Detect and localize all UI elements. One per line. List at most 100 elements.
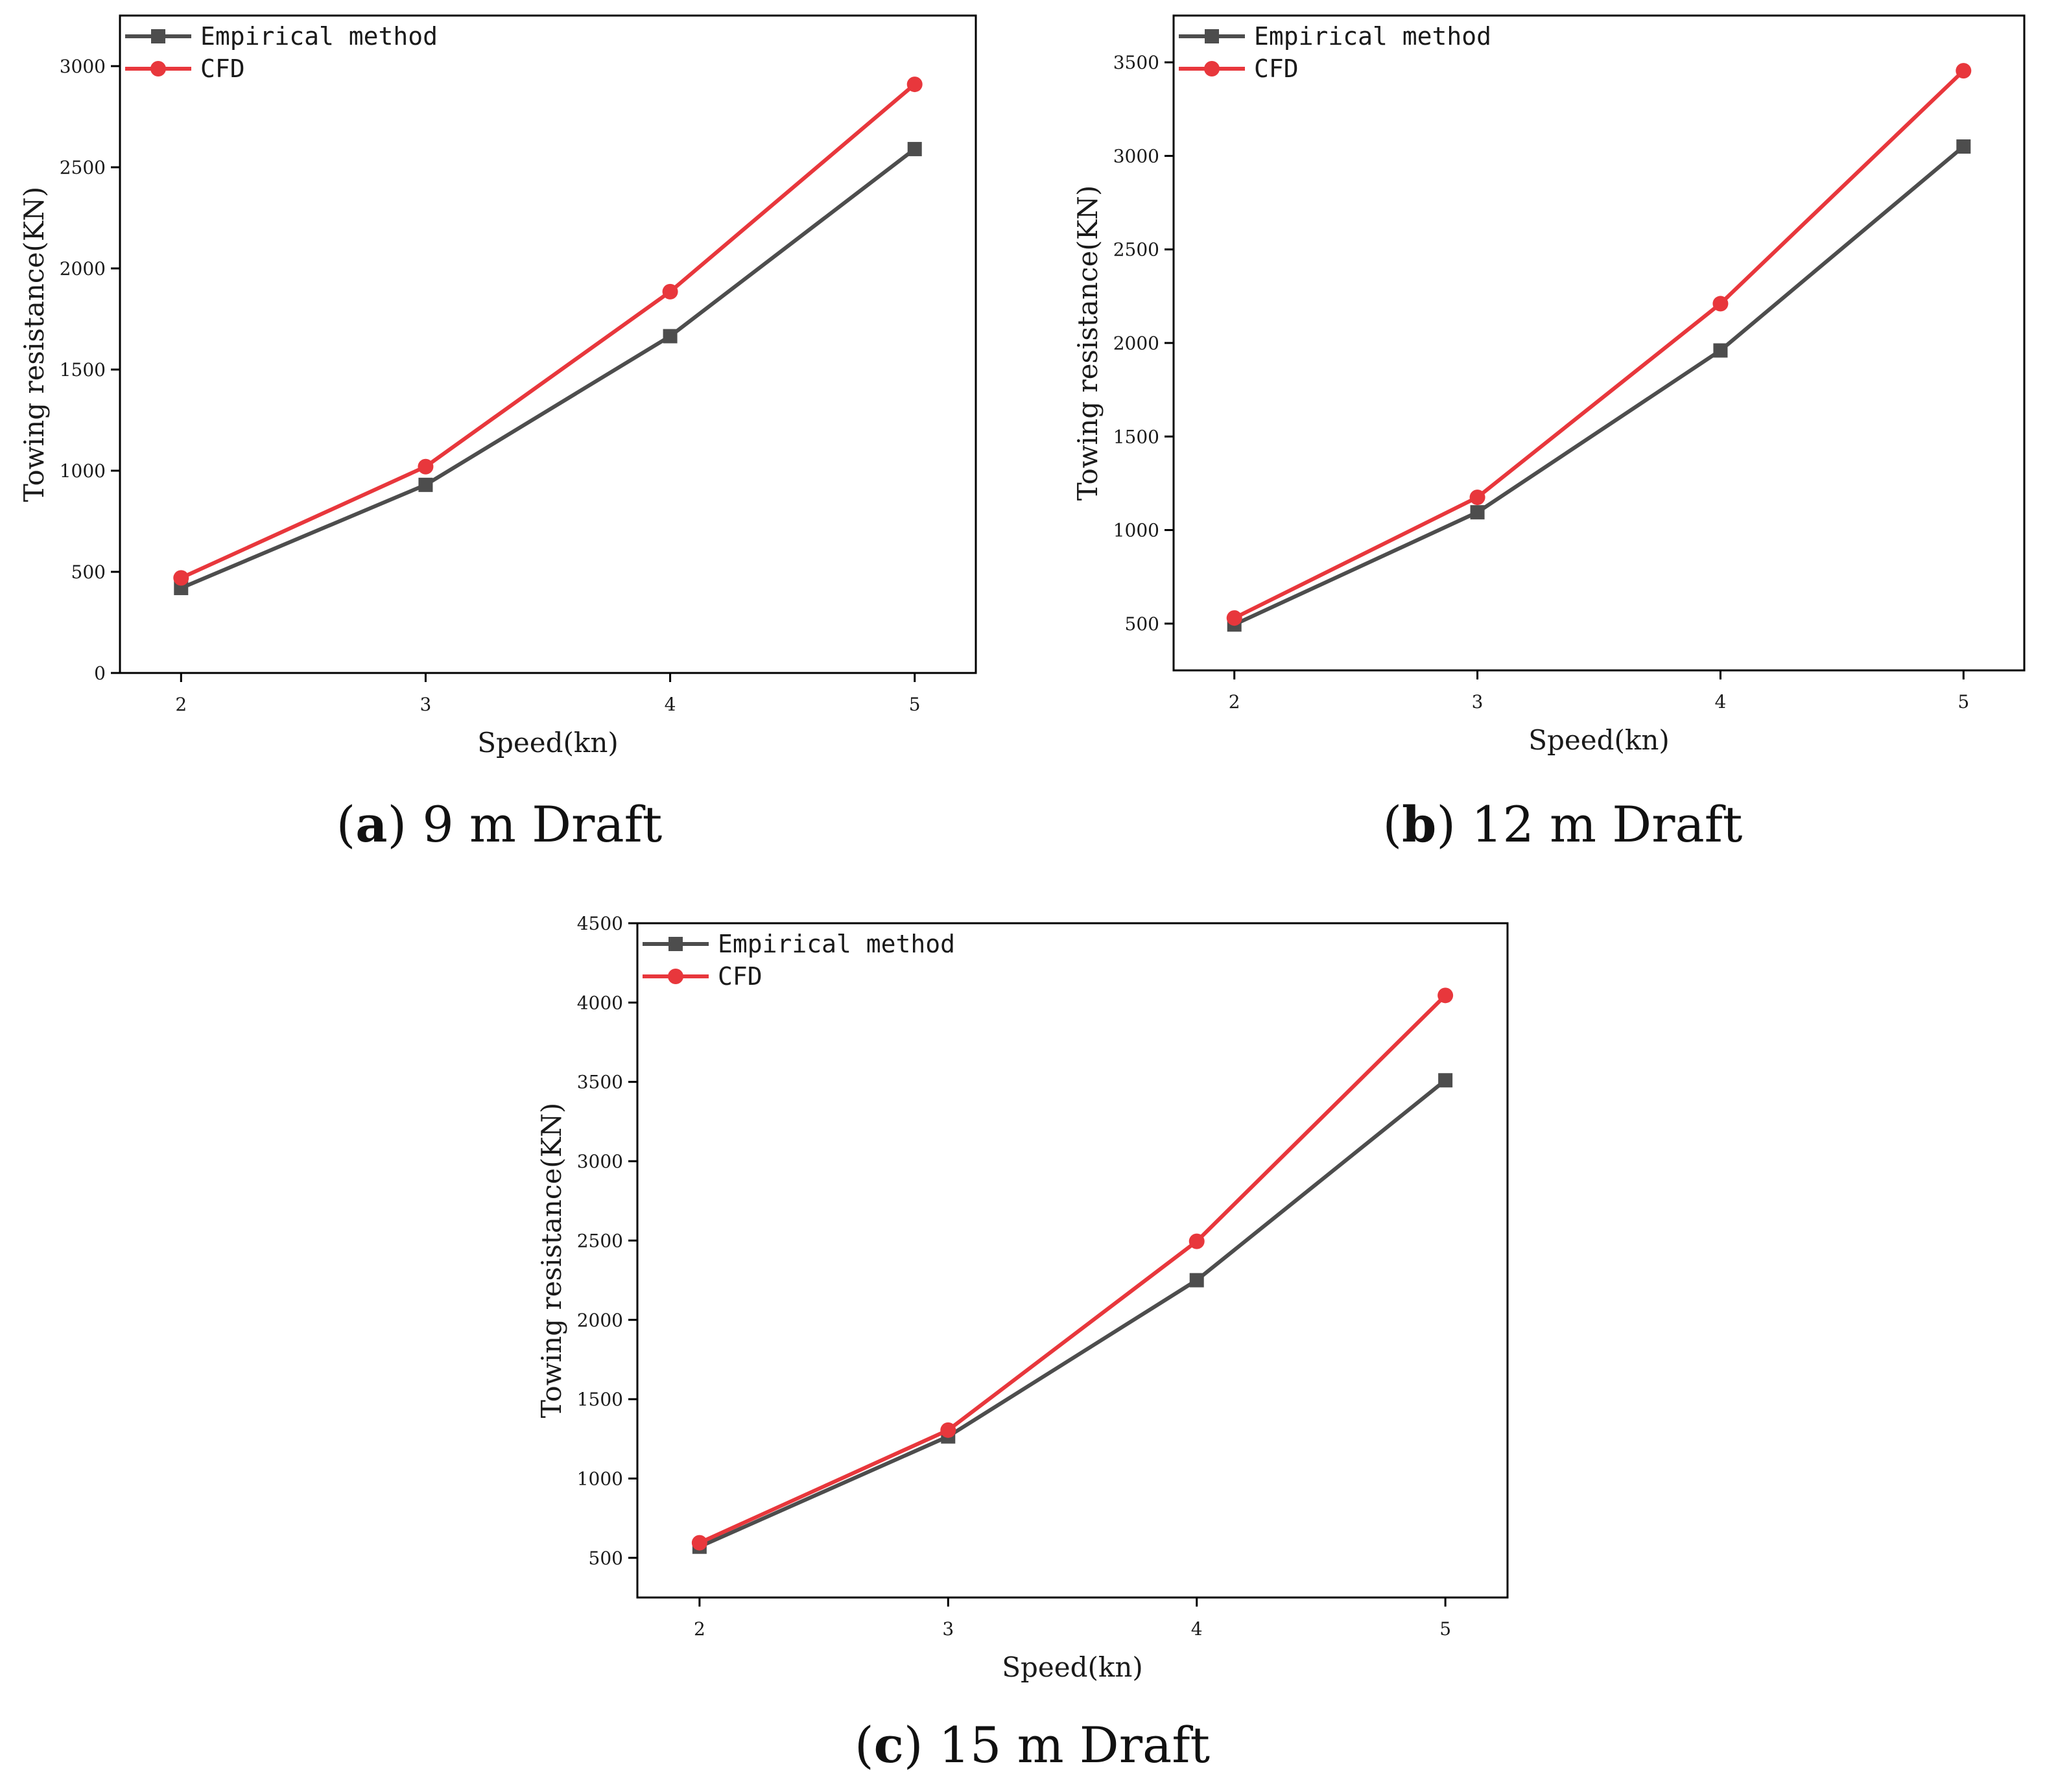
- caption-paren-open: (: [1383, 796, 1402, 853]
- plot-frame: [1172, 14, 2026, 672]
- legend-marker-square-icon: [668, 937, 683, 951]
- data-point-cfd: [1189, 1233, 1205, 1249]
- panel-caption: (a) 9 m Draft: [337, 796, 663, 853]
- x-axis-title: Speed(kn): [1002, 1651, 1143, 1683]
- data-point-cfd: [1469, 489, 1485, 506]
- plot-frame: [119, 14, 977, 674]
- data-point-empirical: [1956, 139, 1971, 154]
- chart-panel-c: 2 3 4 5 500 1000 1500 2000 2500 3000 3500 4000 4500 S…: [536, 913, 1509, 1774]
- legend-label: Empirical method: [200, 22, 438, 51]
- x-tick-label: 4: [1715, 691, 1727, 713]
- legend-label: CFD: [718, 962, 763, 991]
- series-line-cfd: [1233, 69, 1965, 620]
- x-tick-label: 5: [909, 694, 921, 715]
- panel-caption: (c) 15 m Draft: [855, 1716, 1210, 1774]
- legend-marker-circle-icon: [150, 61, 166, 77]
- chart-panel-b: 2 3 4 5 500 1000 1500 2000 2500 3000 3500 Speed(kn)…: [1072, 14, 2026, 853]
- data-point-empirical: [1713, 343, 1728, 358]
- series-line-empirical: [698, 1078, 1447, 1549]
- y-tick-label: 3500: [577, 1072, 623, 1093]
- y-tick-label: 1500: [60, 359, 106, 381]
- legend-label: Empirical method: [718, 930, 955, 958]
- x-axis-title: Speed(kn): [477, 727, 619, 759]
- y-tick-label: 2500: [1113, 239, 1159, 261]
- y-tick-label: 3000: [60, 56, 106, 77]
- x-tick-label: 4: [1191, 1618, 1203, 1640]
- chart-panel-a: 2 3 4 5 0 500 1000 1500 2000 2500 3000 Speed(kn) Tow…: [18, 14, 977, 853]
- series-line-empirical: [180, 147, 916, 590]
- y-tick-label: 3500: [1113, 52, 1159, 73]
- y-tick-label: 2500: [60, 157, 106, 178]
- y-tick-label: 2500: [577, 1230, 623, 1251]
- caption-label: c: [874, 1716, 904, 1774]
- y-tick-label: 1000: [60, 460, 106, 482]
- plot-frame: [636, 922, 1509, 1599]
- x-tick-label: 3: [942, 1618, 954, 1640]
- caption-label: a: [355, 796, 387, 853]
- legend-label: Empirical method: [1254, 22, 1491, 51]
- data-point-cfd: [1226, 610, 1242, 626]
- y-tick-label: 2000: [1113, 333, 1159, 354]
- series-line-cfd: [698, 994, 1447, 1545]
- legend-label: CFD: [200, 54, 245, 83]
- data-point-empirical: [1470, 505, 1485, 520]
- data-point-empirical: [1189, 1273, 1204, 1288]
- caption-label: b: [1402, 796, 1436, 853]
- y-tick-label: 2000: [60, 258, 106, 279]
- y-tick-label: 4000: [577, 992, 623, 1013]
- data-point-cfd: [1437, 987, 1454, 1004]
- series-line-empirical: [1233, 145, 1965, 627]
- x-tick-label: 4: [665, 694, 676, 715]
- x-tick-label: 3: [420, 694, 432, 715]
- data-point-cfd: [418, 458, 434, 475]
- y-tick-label: 1500: [1113, 426, 1159, 447]
- data-point-cfd: [173, 570, 189, 586]
- x-tick-label: 5: [1957, 691, 1969, 713]
- data-point-empirical: [663, 329, 678, 344]
- panel-caption: (b) 12 m Draft: [1383, 796, 1743, 853]
- data-point-cfd: [691, 1535, 707, 1551]
- data-point-empirical: [907, 141, 922, 156]
- legend-label: CFD: [1254, 54, 1299, 83]
- data-point-cfd: [662, 283, 678, 300]
- caption-paren-close: ): [904, 1716, 923, 1774]
- y-axis-title: Towing resistance(KN): [536, 1103, 567, 1418]
- x-tick-label: 2: [1229, 691, 1240, 713]
- legend-marker-square-icon: [151, 29, 165, 43]
- y-tick-label: 3000: [577, 1151, 623, 1172]
- y-tick-label: 3000: [1113, 145, 1159, 167]
- caption-paren-close: ): [388, 796, 407, 853]
- caption-text: 15 m Draft: [923, 1716, 1211, 1774]
- caption-paren-close: ): [1436, 796, 1456, 853]
- x-axis-title: Speed(kn): [1528, 724, 1670, 756]
- caption-paren-open: (: [337, 796, 356, 853]
- caption-paren-open: (: [855, 1716, 874, 1774]
- x-tick-label: 2: [175, 694, 187, 715]
- y-tick-label: 500: [589, 1548, 623, 1569]
- y-tick-label: 2000: [577, 1310, 623, 1331]
- x-tick-label: 2: [694, 1618, 705, 1640]
- data-point-cfd: [1712, 296, 1729, 312]
- series-line-cfd: [180, 82, 916, 580]
- y-axis-title: Towing resistance(KN): [18, 187, 50, 502]
- y-tick-label: 500: [1125, 613, 1159, 635]
- x-tick-label: 3: [1472, 691, 1484, 713]
- caption-text: 12 m Draft: [1456, 796, 1743, 853]
- x-tick-label: 5: [1439, 1618, 1451, 1640]
- y-tick-label: 1000: [577, 1468, 623, 1489]
- caption-text: 9 m Draft: [407, 796, 662, 853]
- legend-marker-circle-icon: [1204, 61, 1220, 77]
- y-tick-label: 0: [94, 663, 106, 684]
- y-tick-label: 500: [71, 561, 106, 583]
- y-tick-label: 1500: [577, 1389, 623, 1410]
- y-tick-label: 4500: [577, 913, 623, 934]
- y-axis-title: Towing resistance(KN): [1072, 185, 1104, 501]
- y-tick-label: 1000: [1113, 520, 1159, 541]
- data-point-cfd: [1956, 63, 1972, 79]
- data-point-cfd: [906, 77, 923, 93]
- data-point-cfd: [940, 1422, 956, 1438]
- data-point-empirical: [1438, 1073, 1453, 1088]
- legend-marker-circle-icon: [668, 969, 683, 984]
- legend-marker-square-icon: [1205, 29, 1219, 43]
